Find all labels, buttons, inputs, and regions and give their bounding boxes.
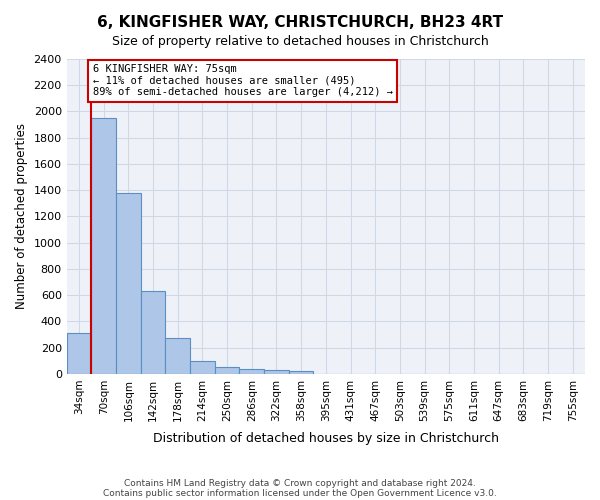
Bar (264, 370, 289, 374)
Text: Contains public sector information licensed under the Open Government Licence v3: Contains public sector information licen… (103, 488, 497, 498)
Bar (215, 368, 239, 374)
Bar (289, 372, 313, 374)
Y-axis label: Number of detached properties: Number of detached properties (15, 124, 28, 310)
Bar (141, 291, 166, 374)
Text: Contains HM Land Registry data © Crown copyright and database right 2024.: Contains HM Land Registry data © Crown c… (124, 478, 476, 488)
Text: Size of property relative to detached houses in Christchurch: Size of property relative to detached ho… (112, 35, 488, 48)
Text: 6 KINGFISHER WAY: 75sqm
← 11% of detached houses are smaller (495)
89% of semi-d: 6 KINGFISHER WAY: 75sqm ← 11% of detache… (92, 64, 392, 98)
Bar (166, 338, 190, 374)
Bar (190, 361, 215, 374)
Bar (67, 333, 91, 374)
X-axis label: Distribution of detached houses by size in Christchurch: Distribution of detached houses by size … (153, 432, 499, 445)
Text: 6, KINGFISHER WAY, CHRISTCHURCH, BH23 4RT: 6, KINGFISHER WAY, CHRISTCHURCH, BH23 4R… (97, 15, 503, 30)
Bar (116, 193, 141, 374)
Bar (239, 370, 264, 374)
Bar (91, 118, 116, 374)
